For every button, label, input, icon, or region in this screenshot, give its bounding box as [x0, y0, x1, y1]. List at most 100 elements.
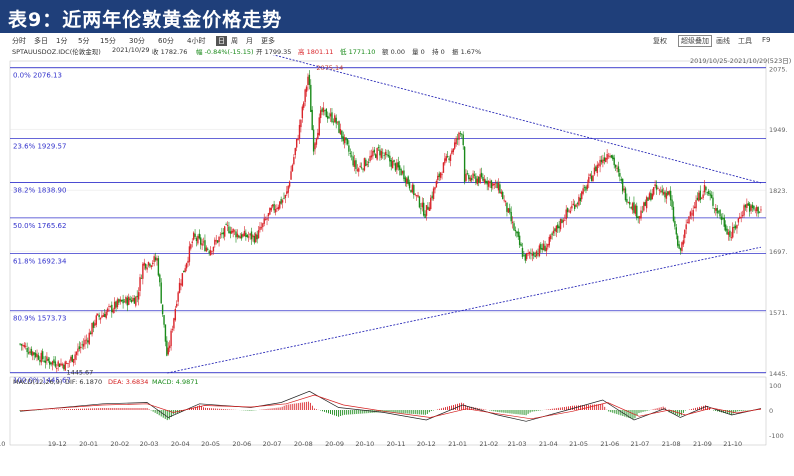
candle-body — [370, 155, 373, 158]
candle-body — [324, 109, 326, 111]
candle-body — [225, 224, 227, 225]
toolbar-button-2[interactable]: 画线 — [716, 37, 730, 45]
period-4[interactable]: 15分 — [100, 37, 116, 45]
period-3[interactable]: 5分 — [78, 37, 90, 45]
candle-body — [420, 208, 422, 210]
candle-body — [573, 204, 576, 209]
candle-body — [709, 193, 711, 196]
candle-body — [612, 155, 614, 160]
candle-body — [406, 178, 408, 184]
candle-body — [661, 189, 663, 193]
candle-body — [640, 210, 642, 219]
period-1[interactable]: 多日 — [34, 37, 48, 45]
candle-body — [321, 108, 323, 112]
candle-body — [648, 193, 651, 200]
fib-label: 100.0% 1445.67 — [13, 377, 71, 385]
candle-body — [232, 228, 234, 233]
period-8[interactable]: 日 — [216, 36, 227, 46]
candle-body — [564, 219, 566, 221]
candle-body — [703, 185, 706, 193]
candle-body — [645, 197, 648, 209]
candle-body — [480, 172, 483, 178]
candle-body — [590, 175, 593, 182]
candle-body — [733, 226, 735, 228]
candle-body — [198, 233, 201, 239]
x-tick-label: 21-06 — [600, 440, 619, 448]
toolbar-button-0[interactable]: 复权 — [653, 37, 667, 45]
period-9[interactable]: 周 — [231, 37, 238, 45]
candle-body — [599, 159, 601, 167]
toolbar-button-1[interactable]: 超级叠加 — [678, 35, 712, 47]
candle-body — [362, 168, 364, 170]
candle-body — [71, 355, 73, 362]
fib-label: 23.6% 1929.57 — [13, 143, 66, 151]
candle-body — [614, 164, 617, 168]
candle-body — [363, 158, 366, 171]
candle-body — [424, 214, 426, 218]
period-5[interactable]: 30分 — [129, 37, 145, 45]
candle-body — [60, 363, 62, 366]
candle-body — [185, 263, 188, 269]
candle-body — [192, 232, 195, 240]
period-2[interactable]: 1分 — [56, 37, 68, 45]
x-tick-label: 20-04 — [171, 440, 190, 448]
period-10[interactable]: 月 — [246, 37, 253, 45]
candle-body — [81, 344, 83, 346]
candle-body — [355, 160, 357, 170]
candle-body — [407, 176, 409, 184]
candle-body — [753, 205, 755, 210]
candle-body — [530, 252, 532, 254]
candle-body — [644, 201, 646, 206]
candle-body — [411, 184, 414, 193]
candle-body — [25, 345, 27, 347]
candle-body — [428, 207, 431, 211]
candle-body — [176, 303, 178, 307]
candle-body — [233, 230, 236, 232]
candle-body — [607, 155, 610, 157]
candle-body — [461, 133, 463, 135]
candle-body — [554, 228, 556, 231]
candle-body — [78, 346, 81, 350]
candle-body — [129, 298, 131, 301]
candle-body — [120, 299, 123, 302]
candle-body — [724, 224, 727, 231]
candle-body — [377, 147, 380, 149]
candle-body — [70, 356, 72, 361]
candle-body — [273, 204, 275, 211]
period-0[interactable]: 分时 — [12, 37, 26, 45]
candle-body — [448, 158, 450, 160]
candle-body — [270, 207, 272, 211]
candle-body — [226, 225, 229, 226]
candle-body — [231, 230, 233, 234]
candle-body — [147, 261, 150, 266]
candle-body — [101, 315, 103, 318]
period-toolbar: 分时 多日 1分 5分 15分 30分 60分 4小时 日周月更多 复权 超级叠加 画线 工具 F9 — [0, 34, 794, 47]
period-11[interactable]: 更多 — [261, 37, 275, 45]
candle-body — [754, 209, 757, 211]
candle-body — [372, 150, 374, 157]
candle-body — [214, 239, 216, 245]
candle-body — [33, 352, 35, 355]
x-tick-label: 20-01 — [79, 440, 98, 448]
period-6[interactable]: 60分 — [158, 37, 174, 45]
toolbar-button-3[interactable]: 工具 — [738, 37, 752, 45]
candle-body — [67, 362, 69, 364]
candle-body — [641, 211, 644, 213]
candle-body — [153, 256, 155, 263]
quote-change: 幅 -0.84%(-15.15) — [196, 48, 254, 56]
candle-body — [106, 308, 109, 312]
candle-body — [706, 192, 709, 194]
macd-dif-line — [20, 390, 762, 422]
period-7[interactable]: 4小时 — [187, 37, 206, 45]
candle-body — [160, 282, 162, 304]
candle-body — [667, 191, 669, 195]
candle-body — [312, 129, 315, 152]
candle-body — [50, 362, 52, 365]
candle-body — [410, 189, 412, 193]
candle-body — [672, 206, 675, 222]
candle-body — [118, 299, 120, 303]
candle-body — [541, 248, 543, 250]
toolbar-button-4[interactable]: F9 — [762, 36, 771, 44]
candle-body — [561, 219, 563, 223]
candle-body — [249, 233, 251, 236]
